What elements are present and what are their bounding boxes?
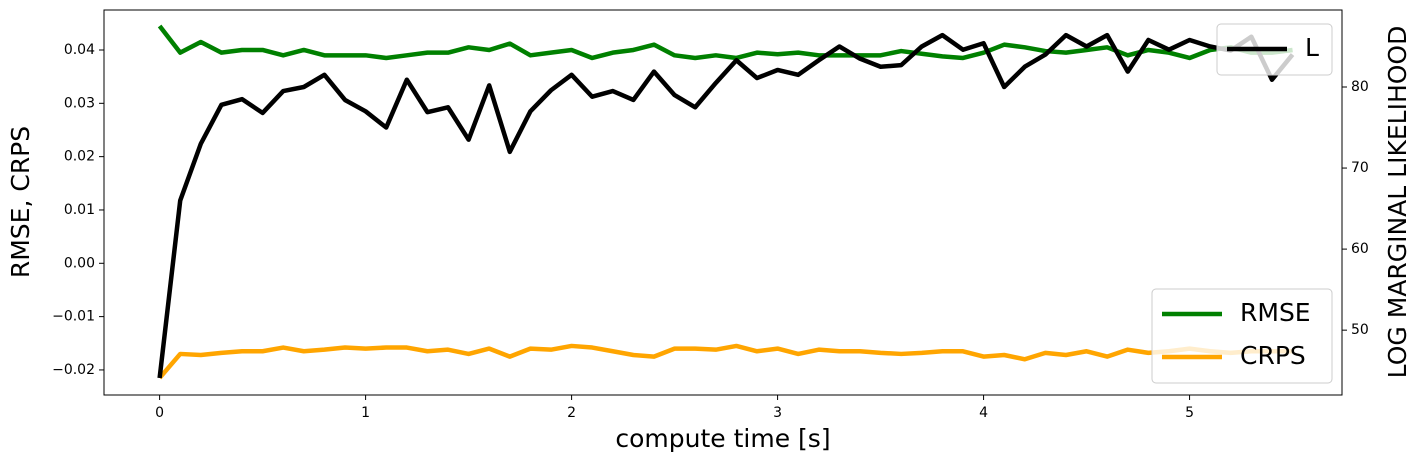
legend-label: L xyxy=(1305,33,1319,62)
x-tick-label: 0 xyxy=(155,405,164,421)
plot-frame xyxy=(103,9,1343,396)
legend-label: RMSE xyxy=(1240,298,1311,327)
y-tick-label: 0.00 xyxy=(64,255,95,271)
x-tick-label: 2 xyxy=(567,405,576,421)
y2-axis-label: LOG MARGINAL LIKELIHOOD xyxy=(1383,26,1412,379)
x-tick-label: 1 xyxy=(361,405,370,421)
x-tick-label: 3 xyxy=(773,405,782,421)
y-tick-label: 0.01 xyxy=(64,202,95,218)
x-tick-label: 4 xyxy=(979,405,988,421)
y2-tick-label: 80 xyxy=(1351,79,1369,95)
x-axis-label: compute time [s] xyxy=(615,424,830,453)
x-tick-label: 5 xyxy=(1185,405,1194,421)
y2-tick-label: 70 xyxy=(1351,160,1369,176)
y-tick-label: 0.02 xyxy=(64,149,95,165)
y2-tick-label: 60 xyxy=(1351,241,1369,257)
y-tick-label: −0.01 xyxy=(52,309,95,325)
y-axis-label: RMSE, CRPS xyxy=(6,126,35,278)
y2-tick-label: 50 xyxy=(1351,322,1369,338)
y-tick-label: −0.02 xyxy=(52,362,95,378)
line-series xyxy=(157,32,1295,379)
y-tick-label: 0.04 xyxy=(64,42,95,58)
line-series xyxy=(157,343,1293,380)
y-tick-label: 0.03 xyxy=(64,95,95,111)
legend-label: CRPS xyxy=(1240,341,1306,370)
line-series xyxy=(157,24,1293,61)
